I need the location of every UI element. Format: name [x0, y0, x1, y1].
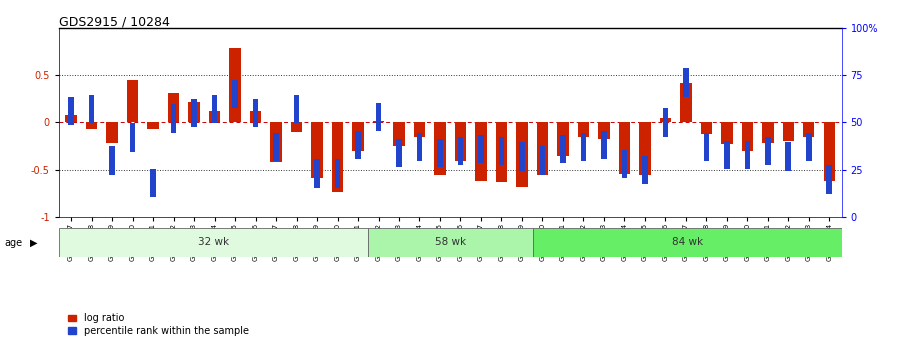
Bar — [475, 122, 487, 181]
Bar — [783, 122, 794, 141]
Bar — [765, 137, 771, 165]
Text: 84 wk: 84 wk — [672, 237, 702, 247]
Bar — [171, 105, 176, 133]
Bar — [376, 102, 381, 131]
Bar — [496, 122, 507, 182]
Bar — [721, 122, 732, 144]
Bar — [252, 99, 259, 127]
Bar — [168, 93, 179, 122]
Bar — [560, 135, 566, 163]
Bar — [642, 156, 648, 184]
Bar — [271, 122, 281, 162]
Bar — [373, 120, 384, 122]
Text: GDS2915 / 10284: GDS2915 / 10284 — [59, 16, 170, 29]
Bar — [639, 122, 651, 175]
Bar — [416, 133, 423, 161]
Bar — [826, 165, 833, 194]
Bar — [250, 111, 262, 122]
Bar — [59, 228, 367, 257]
Bar — [478, 135, 484, 163]
Text: 32 wk: 32 wk — [198, 237, 229, 247]
Bar — [742, 122, 753, 151]
Bar — [619, 122, 630, 174]
Text: age: age — [5, 238, 23, 248]
Bar — [455, 122, 466, 161]
Bar — [762, 122, 774, 143]
Bar — [499, 137, 504, 165]
Bar — [437, 139, 443, 167]
Bar — [703, 133, 710, 161]
Bar — [233, 80, 238, 108]
Bar — [352, 122, 364, 151]
Bar — [68, 97, 74, 125]
Bar — [191, 99, 197, 127]
Bar — [434, 122, 445, 175]
Text: 58 wk: 58 wk — [434, 237, 466, 247]
Bar — [335, 159, 340, 188]
Bar — [86, 122, 97, 129]
Bar — [662, 108, 668, 137]
Bar — [65, 115, 77, 122]
Bar — [577, 122, 589, 137]
Bar — [537, 122, 548, 175]
Bar — [804, 122, 814, 137]
Bar — [107, 122, 118, 143]
Bar — [291, 122, 302, 132]
Bar — [557, 122, 568, 156]
Bar — [355, 131, 361, 159]
Bar — [209, 111, 220, 122]
Bar — [539, 146, 546, 175]
Bar — [414, 122, 425, 137]
Bar — [127, 80, 138, 122]
Bar — [230, 48, 241, 122]
Bar — [148, 122, 158, 129]
Text: ▶: ▶ — [30, 238, 37, 248]
Bar — [700, 122, 712, 134]
Bar — [745, 140, 750, 169]
Bar — [332, 122, 343, 192]
Bar — [806, 133, 812, 161]
Bar — [150, 169, 156, 197]
Bar — [89, 95, 94, 124]
Bar — [367, 228, 533, 257]
Bar — [533, 228, 842, 257]
Legend: log ratio, percentile rank within the sample: log ratio, percentile rank within the sa… — [63, 309, 253, 340]
Bar — [581, 133, 586, 161]
Bar — [517, 122, 528, 187]
Bar — [601, 131, 606, 159]
Bar — [394, 122, 405, 146]
Bar — [724, 140, 729, 169]
Bar — [622, 150, 627, 178]
Bar — [314, 159, 319, 188]
Bar — [824, 122, 835, 181]
Bar — [273, 133, 279, 161]
Bar — [188, 101, 200, 122]
Bar — [660, 118, 671, 122]
Bar — [786, 142, 791, 171]
Bar — [311, 122, 323, 177]
Bar — [293, 95, 300, 124]
Bar — [396, 139, 402, 167]
Bar — [681, 82, 691, 122]
Bar — [683, 68, 689, 97]
Bar — [110, 146, 115, 175]
Bar — [519, 142, 525, 171]
Bar — [598, 122, 610, 139]
Bar — [129, 124, 136, 152]
Bar — [212, 95, 217, 124]
Bar — [458, 137, 463, 165]
